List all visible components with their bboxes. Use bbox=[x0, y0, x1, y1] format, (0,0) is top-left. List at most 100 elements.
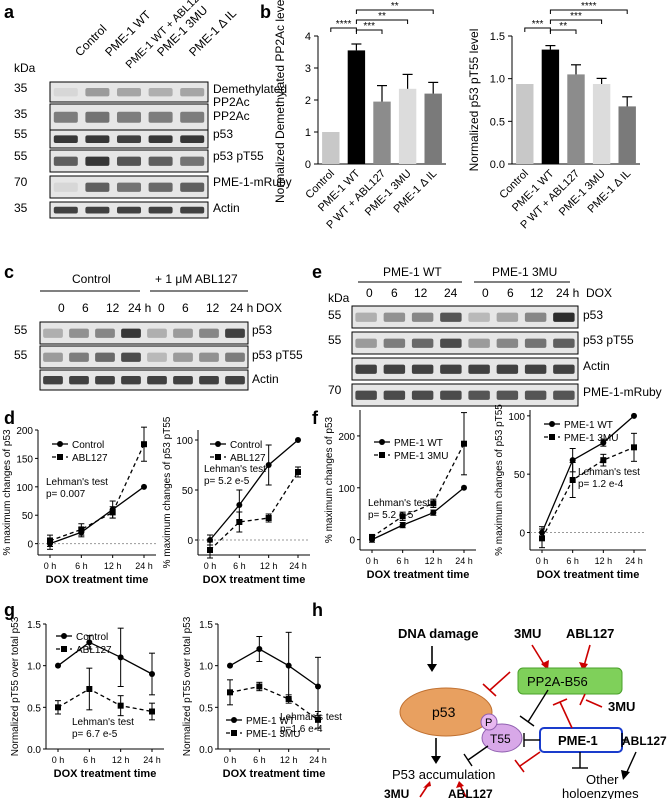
blot-a-demethylated-band bbox=[53, 88, 78, 97]
legend-label: PME-1 WT bbox=[246, 716, 295, 727]
x-tick-label: 12 h bbox=[104, 561, 122, 571]
blot-c-actin-strip bbox=[39, 369, 249, 391]
other-label: Other bbox=[586, 772, 619, 787]
p-value-label: p= 6.7 e-5 bbox=[72, 729, 118, 740]
blot-c-p53-band bbox=[225, 328, 245, 338]
blot-a-demethylated-band bbox=[116, 88, 142, 97]
blot-a-mruby-band bbox=[85, 182, 110, 192]
y-tick-label: 0.5 bbox=[27, 703, 41, 714]
data-point bbox=[315, 683, 321, 690]
legend-label: ABL127 bbox=[72, 453, 108, 464]
mw-35c: 35 bbox=[14, 201, 28, 215]
series-line bbox=[209, 439, 299, 541]
x-tick-label: 24 h bbox=[289, 561, 307, 571]
sig-label: ** bbox=[391, 1, 399, 12]
legend-marker bbox=[549, 434, 555, 440]
y-axis-label: % maximum changes of p53 bbox=[2, 429, 13, 556]
data-point bbox=[47, 537, 53, 544]
bar bbox=[424, 93, 442, 164]
blot-e-pt55-band bbox=[468, 338, 490, 348]
x-tick-label: 12 h bbox=[425, 556, 443, 566]
blot-a-p53-band bbox=[85, 135, 110, 143]
band-e-actin: Actin bbox=[583, 359, 610, 373]
blot-a-demethylated-band bbox=[180, 88, 205, 97]
blot-e-p53-band bbox=[383, 312, 406, 322]
blot-a-pp2ac-band bbox=[116, 111, 142, 123]
legend-label: ABL127 bbox=[230, 453, 266, 464]
hour-label-e: 6 bbox=[507, 286, 514, 300]
sig-label: **** bbox=[581, 1, 597, 12]
blot-a-pt55-band bbox=[148, 156, 173, 166]
lehman-label: Lehman's test bbox=[280, 712, 342, 723]
data-point bbox=[256, 646, 263, 652]
x-axis-label: DOX treatment time bbox=[46, 574, 149, 586]
data-point bbox=[265, 462, 272, 468]
blot-a-p53-band bbox=[116, 135, 142, 143]
h-3mu-bottom: 3MU bbox=[384, 787, 409, 799]
bar bbox=[541, 49, 560, 164]
p-value-label: p= 1.2 e-4 bbox=[578, 479, 624, 490]
blot-a-pp2ac-band bbox=[53, 111, 78, 123]
y-tick-label: 100 bbox=[338, 484, 355, 495]
y-tick-label: 100 bbox=[508, 412, 525, 423]
blot-e-actin-band bbox=[440, 364, 462, 374]
p-value-label: p= 5.2 e-5 bbox=[368, 510, 414, 521]
blot-c-p53-band bbox=[147, 328, 167, 338]
data-point bbox=[207, 547, 213, 553]
data-point bbox=[109, 509, 116, 516]
y-axis-label: Normalized Demethylated PP2Ac level bbox=[273, 0, 287, 203]
blot-a-p53-band bbox=[148, 135, 173, 143]
data-point bbox=[430, 500, 437, 507]
legend-label: Control bbox=[72, 440, 104, 451]
blot-a-pp2ac-band bbox=[148, 111, 173, 123]
hour-label-c: 24 h bbox=[128, 301, 151, 315]
mw-35b: 35 bbox=[14, 107, 28, 121]
x-tick-label: 0 h bbox=[536, 556, 549, 566]
bar bbox=[592, 84, 611, 164]
dox-label-e: DOX bbox=[586, 286, 612, 300]
mw-70: 70 bbox=[14, 175, 28, 189]
blot-a-actin-band bbox=[53, 206, 78, 214]
blot-c-p53-band bbox=[95, 328, 115, 338]
p53-ellipse bbox=[399, 687, 493, 737]
blot-c-p53-strip bbox=[39, 321, 249, 345]
y-tick-label: 0 bbox=[187, 536, 193, 547]
p53-label: p53 bbox=[432, 704, 456, 720]
band-c-p53: p53 bbox=[252, 323, 272, 337]
sig-label: ** bbox=[559, 21, 567, 32]
panel-label-f: f bbox=[312, 408, 319, 428]
blot-e-p53-band bbox=[440, 312, 462, 322]
blot-a-demethylated-band bbox=[85, 88, 110, 97]
y-tick-label: 100 bbox=[16, 483, 33, 494]
data-point bbox=[55, 662, 61, 669]
bar bbox=[373, 101, 391, 164]
band-p53-pt55: p53 pT55 bbox=[213, 149, 264, 163]
data-point bbox=[295, 469, 301, 475]
data-point bbox=[600, 439, 607, 446]
blot-c-actin-band bbox=[199, 376, 219, 385]
blot-e-actin-band bbox=[524, 364, 547, 374]
blot-a-actin-band bbox=[148, 206, 173, 214]
sig-bracket bbox=[355, 19, 409, 24]
panel-e-blot: PME-1 WT PME-1 3MU kDa 0 6 12 24 0 6 12 24 h DO… bbox=[328, 265, 662, 407]
data-point bbox=[265, 515, 272, 521]
blot-c-pt55-band bbox=[69, 352, 89, 362]
panel-f-right-chart: 0 50 100 0 h 6 h 12 h 24 h PME-1 WT PME-1 3MU Leh… bbox=[494, 404, 646, 581]
blot-e-pt55-band bbox=[440, 338, 462, 348]
legend-label: PME-1 WT bbox=[564, 420, 613, 431]
bar bbox=[567, 74, 585, 164]
y-axis-label: Normalized p53 pT55 level bbox=[467, 29, 481, 172]
data-point bbox=[631, 412, 637, 419]
blot-e-p53-band bbox=[524, 312, 547, 322]
y-axis-label: % maximum changes of p53 bbox=[324, 416, 335, 543]
legend-label: ABL127 bbox=[76, 645, 112, 656]
hour-label-c: 12 bbox=[106, 301, 120, 315]
blot-c-actin-band bbox=[69, 376, 89, 385]
blot-e-pt55-band bbox=[355, 338, 377, 348]
x-tick-label: 24 h bbox=[309, 755, 327, 765]
blot-c-actin-band bbox=[173, 376, 193, 385]
y-tick-label: 0 bbox=[27, 540, 33, 551]
panel-g-left-chart: 0.0 0.5 1.0 1.5 0 h 6 h 12 h 24 h Control ABL127 L… bbox=[10, 616, 164, 780]
blot-e-mruby-band bbox=[496, 390, 519, 400]
